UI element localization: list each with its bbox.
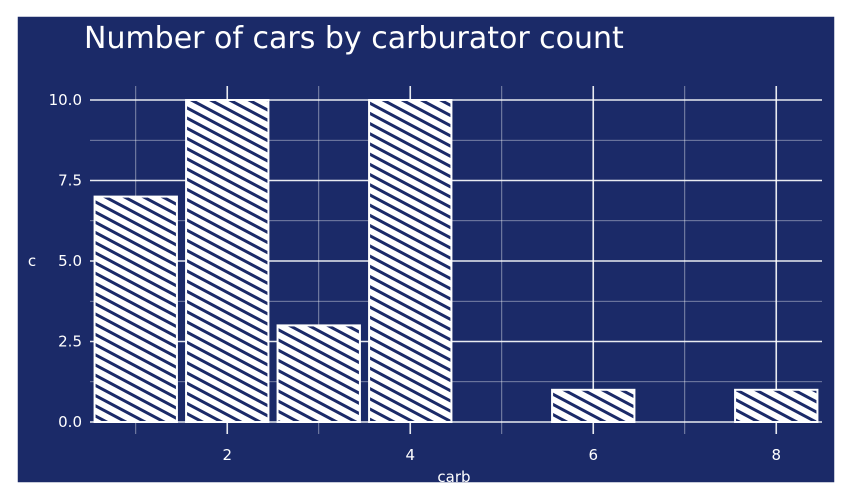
bar-carb-8 — [734, 388, 819, 423]
y-tick-label: 2.5 — [58, 333, 82, 351]
x-axis-label: carb — [437, 468, 470, 486]
y-tick-label: 5.0 — [58, 252, 82, 270]
y-tick-label: 10.0 — [49, 91, 82, 109]
y-axis-label: c — [28, 252, 36, 270]
x-tick-label: 6 — [588, 446, 598, 464]
bar-carb-2 — [185, 99, 270, 423]
x-tick-label: 2 — [222, 446, 232, 464]
bars — [93, 99, 819, 423]
y-tick-label: 0.0 — [58, 413, 82, 431]
x-tick-label: 4 — [405, 446, 415, 464]
bar-carb-1 — [93, 195, 178, 423]
x-tick-label: 8 — [771, 446, 781, 464]
chart-title: Number of cars by carburator count — [84, 21, 624, 56]
bar-carb-3 — [276, 324, 361, 423]
ticks: 0.0 2.5 5.0 7.5 10.0 2 4 6 8 — [49, 91, 781, 464]
y-tick-label: 7.5 — [58, 172, 82, 190]
bar-carb-4 — [368, 99, 453, 423]
bar-carb-6 — [551, 388, 636, 423]
